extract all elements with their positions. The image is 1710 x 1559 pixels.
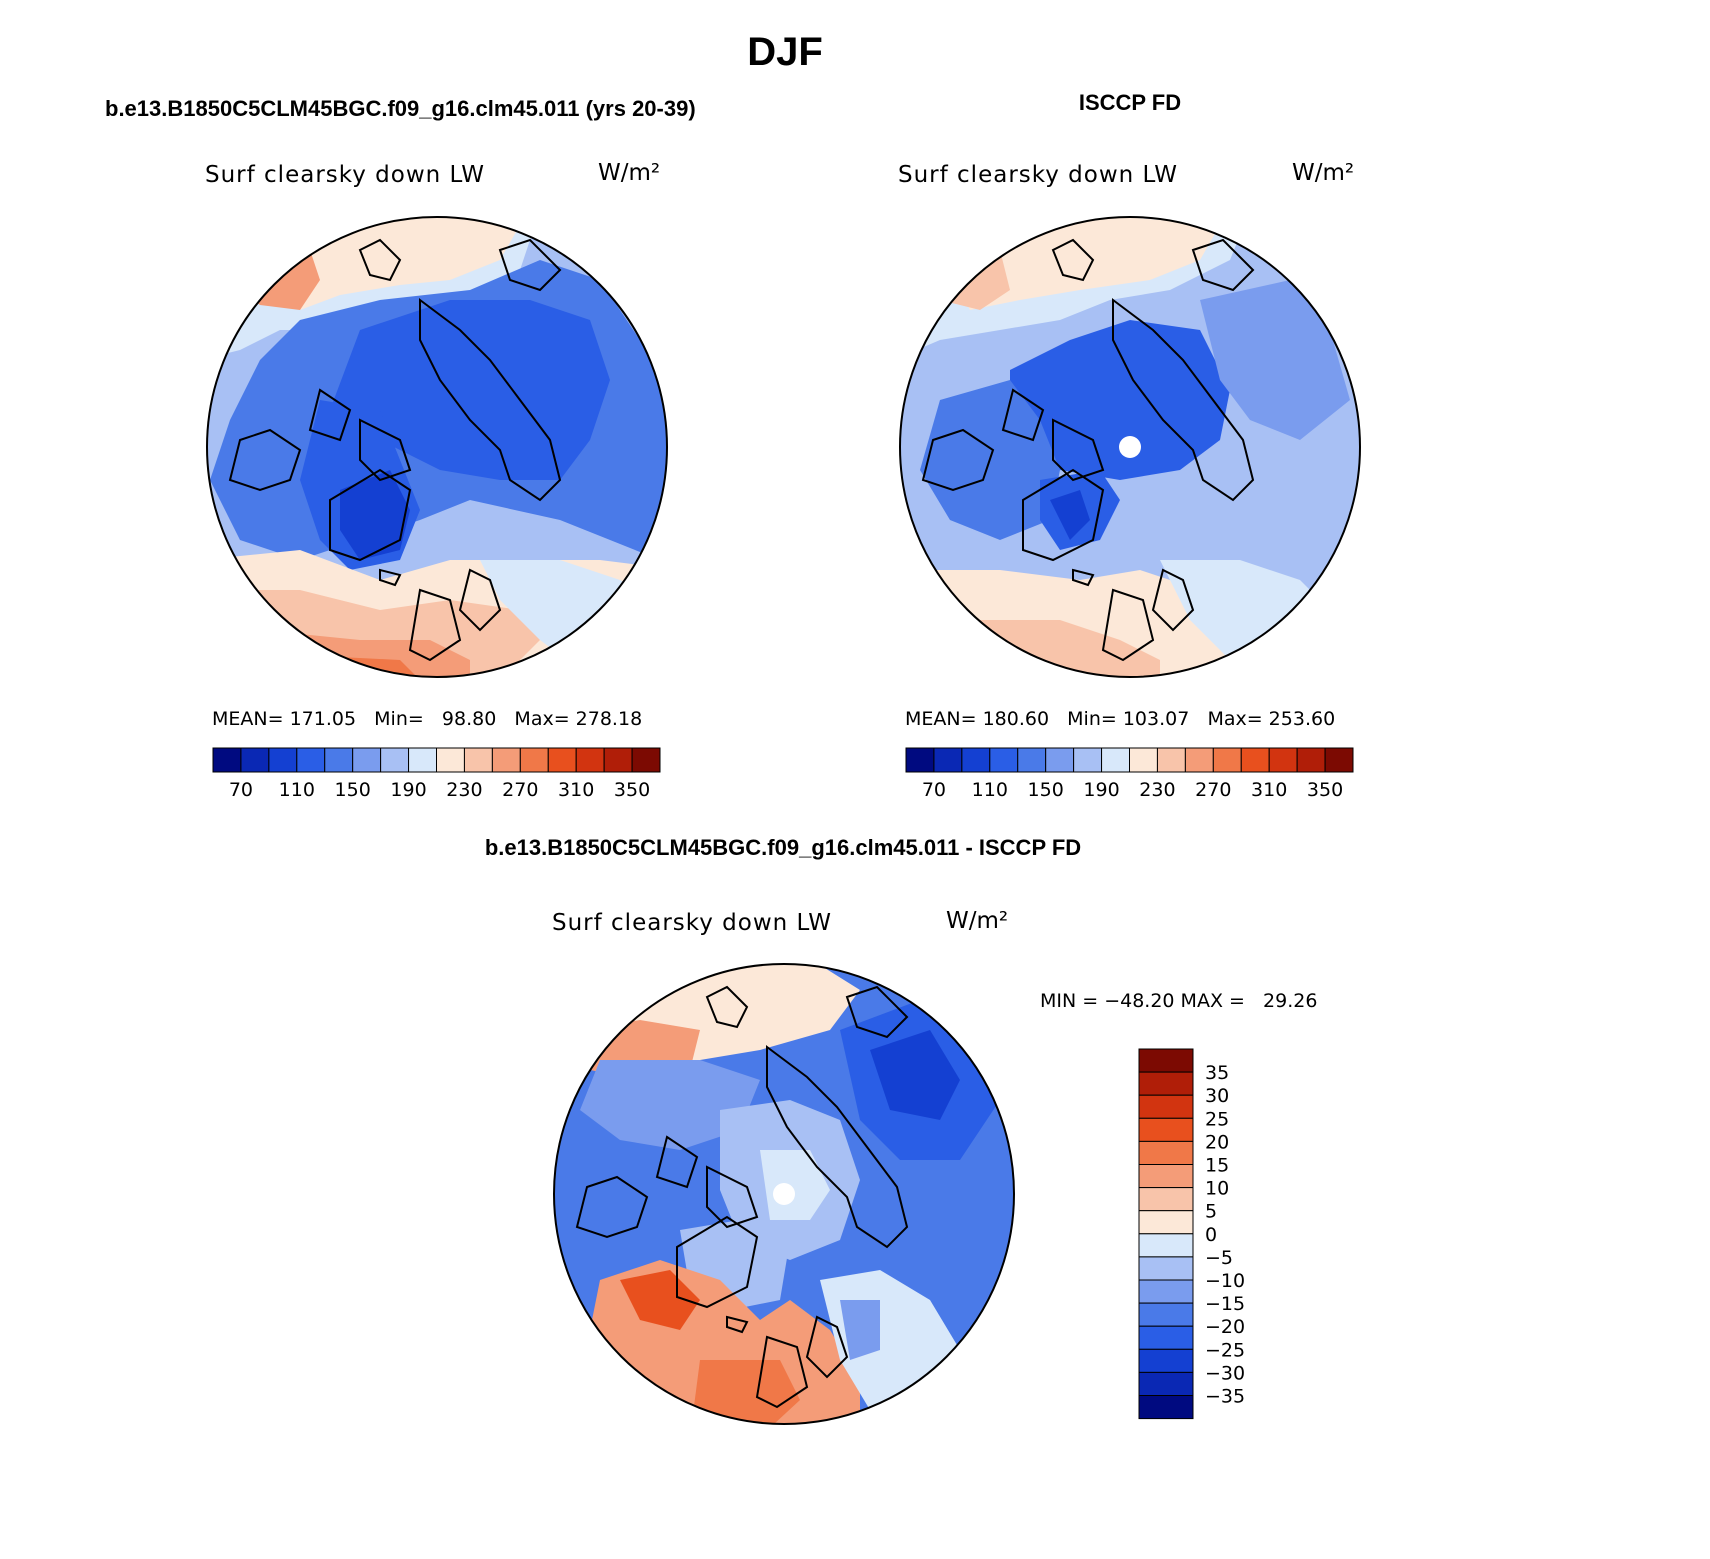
difference-colorbar-swatch bbox=[1138, 1094, 1194, 1119]
obs-colorbar-tick-label: 110 bbox=[972, 779, 1008, 801]
obs-colorbar-swatch bbox=[989, 747, 1019, 773]
model-colorbar-tick-label: 190 bbox=[390, 779, 426, 801]
model-colorbar-swatch bbox=[519, 747, 549, 773]
difference-colorbar-swatch bbox=[1138, 1117, 1194, 1142]
obs-colorbar-tick-label: 70 bbox=[922, 779, 946, 801]
model-colorbar-tick-label: 70 bbox=[229, 779, 253, 801]
difference-colorbar-swatch bbox=[1138, 1164, 1194, 1189]
obs-colorbar-swatch bbox=[1073, 747, 1103, 773]
difference-colorbar-tick-label: 25 bbox=[1205, 1108, 1229, 1130]
obs-colorbar-swatch bbox=[1184, 747, 1214, 773]
model-colorbar-tick-label: 110 bbox=[279, 779, 315, 801]
model-colorbar-swatch bbox=[352, 747, 382, 773]
difference-colorbar-tick-label: −15 bbox=[1205, 1293, 1245, 1315]
difference-colorbar-tick-label: 35 bbox=[1205, 1062, 1229, 1084]
model-stats: MEAN= 171.05 Min= 98.80 Max= 278.18 bbox=[212, 708, 643, 730]
difference-colorbar-swatch bbox=[1138, 1325, 1194, 1350]
model-polar-map bbox=[206, 216, 668, 678]
model-colorbar-swatch bbox=[268, 747, 298, 773]
difference-polar-map bbox=[553, 963, 1015, 1425]
model-colorbar-swatch bbox=[491, 747, 521, 773]
obs-colorbar-tick-label: 270 bbox=[1195, 779, 1231, 801]
difference-colorbar-tick-label: 20 bbox=[1205, 1131, 1229, 1153]
difference-colorbar-swatch bbox=[1138, 1348, 1194, 1373]
model-colorbar-swatch bbox=[463, 747, 493, 773]
obs-colorbar-swatch bbox=[1324, 747, 1354, 773]
model-colorbar-swatch bbox=[324, 747, 354, 773]
obs-colorbar-tick-label: 310 bbox=[1251, 779, 1287, 801]
difference-colorbar-swatch bbox=[1138, 1233, 1194, 1258]
difference-colorbar-swatch bbox=[1138, 1071, 1194, 1096]
model-colorbar-swatch bbox=[547, 747, 577, 773]
obs-colorbar-swatch bbox=[1156, 747, 1186, 773]
model-colorbar-tick-label: 230 bbox=[446, 779, 482, 801]
obs-colorbar-swatch bbox=[1017, 747, 1047, 773]
obs-colorbar-swatch bbox=[905, 747, 935, 773]
obs-colorbar-swatch bbox=[1045, 747, 1075, 773]
obs-variable-label: Surf clearsky down LW bbox=[898, 162, 1178, 188]
obs-colorbar-tick-label: 150 bbox=[1028, 779, 1064, 801]
difference-colorbar-swatch bbox=[1138, 1187, 1194, 1212]
model-colorbar: 70 110 150 190 230 270 310 350 bbox=[212, 747, 661, 801]
obs-units-label: W/m² bbox=[1292, 160, 1355, 186]
model-colorbar-swatch bbox=[296, 747, 326, 773]
obs-stats: MEAN= 180.60 Min= 103.07 Max= 253.60 bbox=[905, 708, 1336, 730]
model-colorbar-swatch bbox=[408, 747, 437, 773]
difference-colorbar-tick-label: −30 bbox=[1205, 1362, 1245, 1384]
difference-colorbar-tick-label: −20 bbox=[1205, 1316, 1245, 1338]
model-colorbar-swatch bbox=[631, 747, 661, 773]
model-colorbar-swatch bbox=[603, 747, 633, 773]
obs-colorbar-swatch bbox=[1240, 747, 1270, 773]
obs-colorbar-swatch bbox=[1296, 747, 1326, 773]
diff-variable-label: Surf clearsky down LW bbox=[552, 910, 832, 936]
diff-units-label: W/m² bbox=[946, 908, 1009, 934]
difference-colorbar-tick-label: −10 bbox=[1205, 1270, 1245, 1292]
difference-colorbar-swatch bbox=[1138, 1140, 1194, 1166]
model-colorbar-swatch bbox=[436, 747, 465, 773]
obs-colorbar: 70 110 150 190 230 270 310 350 bbox=[905, 747, 1354, 801]
difference-colorbar-tick-label: −5 bbox=[1205, 1247, 1233, 1269]
model-panel-heading: b.e13.B1850C5CLM45BGC.f09_g16.clm45.011 … bbox=[105, 96, 696, 121]
diff-panel-heading: b.e13.B1850C5CLM45BGC.f09_g16.clm45.011 … bbox=[484, 835, 1082, 860]
difference-colorbar-tick-label: −25 bbox=[1205, 1339, 1245, 1361]
obs-colorbar-swatch bbox=[1101, 747, 1130, 773]
model-colorbar-tick-label: 150 bbox=[335, 779, 371, 801]
difference-colorbar-tick-label: 5 bbox=[1205, 1201, 1217, 1223]
obs-colorbar-tick-label: 190 bbox=[1083, 779, 1119, 801]
difference-colorbar-tick-label: 15 bbox=[1205, 1155, 1229, 1177]
difference-colorbar-swatch bbox=[1138, 1048, 1194, 1073]
difference-colorbar-swatch bbox=[1138, 1302, 1194, 1327]
obs-colorbar-swatch bbox=[1129, 747, 1158, 773]
obs-colorbar-swatch bbox=[1268, 747, 1298, 773]
obs-colorbar-tick-label: 230 bbox=[1139, 779, 1175, 801]
obs-polar-map bbox=[899, 216, 1361, 678]
obs-panel-heading: ISCCP FD bbox=[1078, 90, 1182, 115]
difference-colorbar-swatch bbox=[1138, 1395, 1194, 1420]
difference-colorbar-swatch bbox=[1138, 1210, 1194, 1235]
difference-colorbar-tick-label: 30 bbox=[1205, 1085, 1229, 1107]
model-colorbar-swatch bbox=[380, 747, 410, 773]
model-colorbar-swatch bbox=[240, 747, 270, 773]
obs-colorbar-swatch bbox=[933, 747, 963, 773]
difference-colorbar-swatch bbox=[1138, 1371, 1194, 1397]
difference-colorbar-tick-label: 10 bbox=[1205, 1178, 1229, 1200]
diff-minmax: MIN = −48.20 MAX = 29.26 bbox=[1040, 990, 1318, 1012]
obs-colorbar-tick-label: 350 bbox=[1307, 779, 1343, 801]
obs-colorbar-swatch bbox=[1212, 747, 1242, 773]
model-units-label: W/m² bbox=[598, 160, 661, 186]
model-colorbar-swatch bbox=[575, 747, 605, 773]
model-colorbar-tick-label: 310 bbox=[558, 779, 594, 801]
model-colorbar-tick-label: 350 bbox=[614, 779, 650, 801]
difference-colorbar-tick-label: −35 bbox=[1205, 1386, 1245, 1408]
model-variable-label: Surf clearsky down LW bbox=[205, 162, 485, 188]
model-colorbar-swatch bbox=[212, 747, 242, 773]
obs-colorbar-swatch bbox=[961, 747, 991, 773]
difference-colorbar-swatch bbox=[1138, 1279, 1194, 1304]
page-title: DJF bbox=[747, 30, 823, 74]
model-colorbar-tick-label: 270 bbox=[502, 779, 538, 801]
difference-colorbar-swatch bbox=[1138, 1256, 1194, 1281]
difference-colorbar-tick-label: 0 bbox=[1205, 1224, 1217, 1246]
